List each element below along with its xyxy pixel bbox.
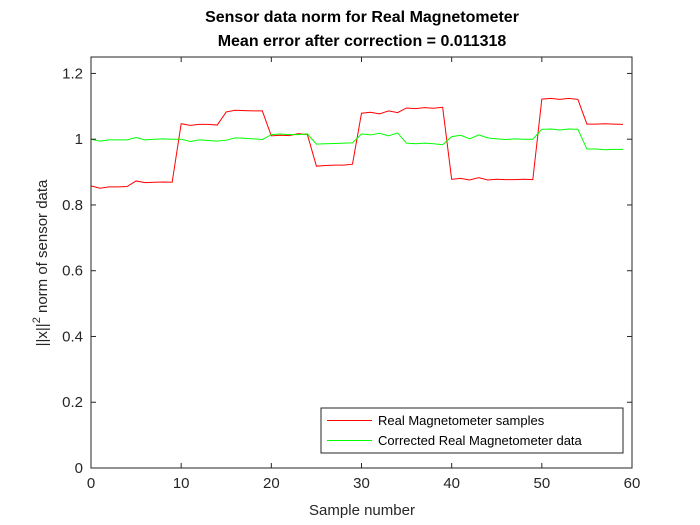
x-axis-label: Sample number (309, 502, 415, 519)
y-tick-label: 0.4 (62, 328, 83, 345)
x-tick-label: 20 (263, 475, 280, 492)
y-tick-label: 0.8 (62, 197, 83, 214)
chart-subtitle: Mean error after correction = 0.011318 (218, 33, 507, 50)
y-tick-label: 1 (75, 131, 83, 148)
y-axis-label: ||x||2 norm of sensor data (31, 179, 51, 346)
series-line-1 (90, 128, 623, 151)
chart-title: Sensor data norm for Real Magnetometer (205, 9, 519, 26)
y-tick-label: 0.6 (62, 263, 83, 280)
y-tick-label: 0 (75, 460, 83, 477)
y-tick-label: 0.2 (62, 394, 83, 411)
y-axis-ticks: 0 0.2 0.4 0.6 0.8 1 1.2 (62, 65, 632, 477)
plot-lines (90, 97, 623, 189)
y-axis-label-suffix: norm of sensor data (34, 179, 51, 317)
x-tick-label: 30 (353, 475, 370, 492)
legend: Real Magnetometer samples Corrected Real… (320, 407, 624, 454)
y-axis-label-exponent: 2 (31, 317, 43, 323)
x-tick-label: 40 (443, 475, 460, 492)
plot-area (91, 57, 632, 468)
y-tick-label: 1.2 (62, 65, 83, 82)
x-tick-label: 50 (533, 475, 550, 492)
x-tick-label: 10 (173, 475, 190, 492)
legend-box (320, 407, 624, 454)
legend-label-corrected: Corrected Real Magnetometer data (378, 433, 583, 448)
x-axis-ticks: 0 10 20 30 40 50 60 (87, 57, 641, 492)
x-tick-label: 60 (624, 475, 641, 492)
legend-label-real: Real Magnetometer samples (378, 413, 545, 428)
y-axis-label-prefix: ||x|| (34, 323, 51, 346)
x-tick-label: 0 (87, 475, 95, 492)
